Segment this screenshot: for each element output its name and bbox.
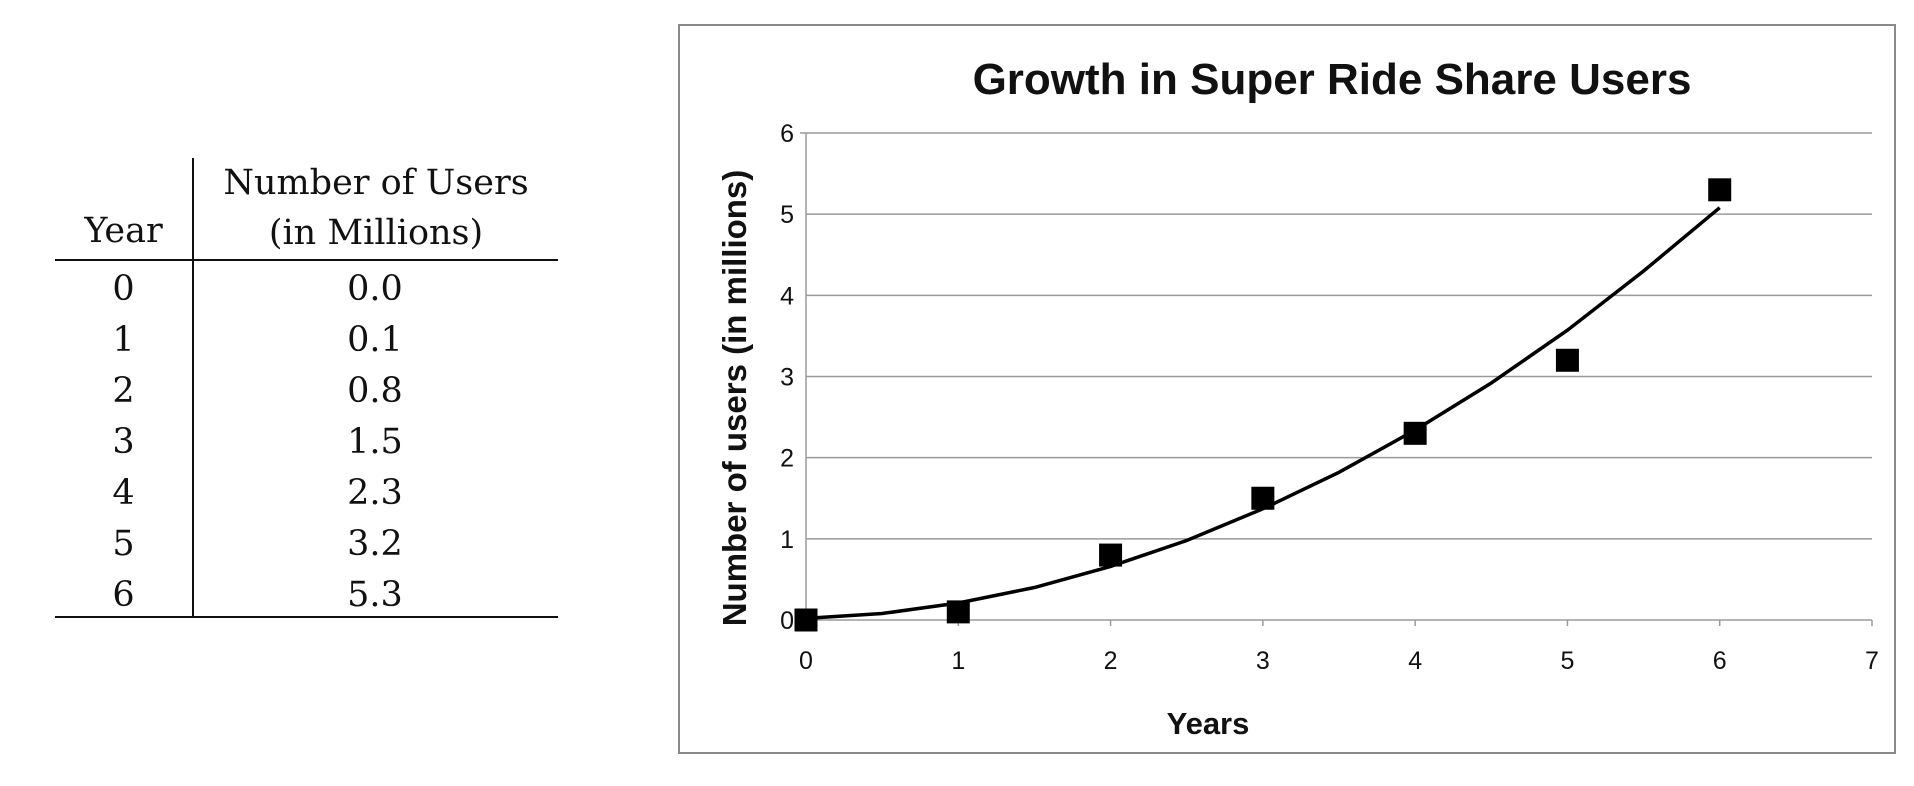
x-tick-label-0: 0 (799, 647, 813, 675)
data-point (1251, 486, 1275, 510)
cell-users: 0.8 (347, 370, 403, 411)
data-point (1555, 348, 1579, 372)
y-tick-label-4: 4 (780, 282, 794, 310)
x-tick-label-5: 5 (1560, 647, 1574, 675)
growth-chart: Growth in Super Ride Share Users Years N… (678, 24, 1898, 759)
table-row: 6 5.3 (55, 569, 558, 620)
x-tick-label-3: 3 (1256, 647, 1270, 675)
cell-users: 3.2 (347, 523, 403, 564)
y-tick-label-6: 6 (780, 120, 794, 148)
cell-year: 4 (112, 472, 135, 513)
cell-users: 0.0 (347, 268, 403, 309)
table-row: 3 1.5 (55, 416, 558, 467)
x-tick-label-1: 1 (951, 647, 965, 675)
y-tick-label-5: 5 (780, 201, 794, 229)
cell-users: 5.3 (347, 574, 403, 615)
y-tick-label-0: 0 (780, 607, 794, 635)
data-table: Year Number of Users (in Millions) 0 0.0… (55, 158, 558, 618)
table-header-rule (55, 259, 558, 261)
data-point (794, 608, 818, 632)
x-tick-label-4: 4 (1408, 647, 1422, 675)
cell-users: 0.1 (347, 319, 403, 360)
x-tick-label-2: 2 (1104, 647, 1118, 675)
table-row: 2 0.8 (55, 365, 558, 416)
cell-year: 5 (112, 523, 135, 564)
cell-year: 2 (112, 370, 135, 411)
header-users-line2: (in Millions) (268, 213, 484, 253)
data-points (794, 178, 1732, 632)
y-axis-title: Number of users (in millions) (716, 170, 753, 627)
cell-year: 3 (112, 421, 135, 462)
data-point (1099, 543, 1123, 567)
chart-frame (678, 24, 1896, 754)
tick-labels: 0 1 2 3 4 5 6 0 1 2 3 4 5 6 7 (780, 120, 1879, 675)
data-point (1403, 421, 1427, 445)
table-bottom-rule (55, 616, 558, 618)
cell-year: 0 (112, 268, 135, 309)
table-row: 5 3.2 (55, 518, 558, 569)
chart-svg: Growth in Super Ride Share Users Years N… (678, 24, 1896, 754)
table-vertical-rule (192, 158, 194, 618)
table-row: 4 2.3 (55, 467, 558, 518)
x-tick-label-6: 6 (1713, 647, 1727, 675)
gridlines (806, 132, 1872, 540)
table-body: 0 0.0 1 0.1 2 0.8 3 1.5 4 2.3 5 3.2 6 5.… (55, 263, 558, 620)
data-point (1708, 178, 1732, 202)
cell-users: 2.3 (347, 472, 403, 513)
y-tick-label-3: 3 (780, 364, 794, 392)
y-tick-label-2: 2 (780, 445, 794, 473)
cell-year: 1 (112, 319, 135, 360)
data-point (946, 600, 970, 624)
cell-users: 1.5 (347, 421, 403, 462)
chart-title: Growth in Super Ride Share Users (973, 55, 1692, 104)
header-year: Year (84, 211, 163, 251)
table-row: 1 0.1 (55, 314, 558, 365)
x-axis-title: Years (1167, 706, 1250, 741)
header-users: Number of Users (in Millions) (194, 158, 558, 258)
header-users-line1: Number of Users (223, 163, 529, 203)
table-row: 0 0.0 (55, 263, 558, 314)
x-tick-label-7: 7 (1865, 647, 1879, 675)
y-tick-label-1: 1 (780, 526, 794, 554)
cell-year: 6 (112, 574, 135, 615)
